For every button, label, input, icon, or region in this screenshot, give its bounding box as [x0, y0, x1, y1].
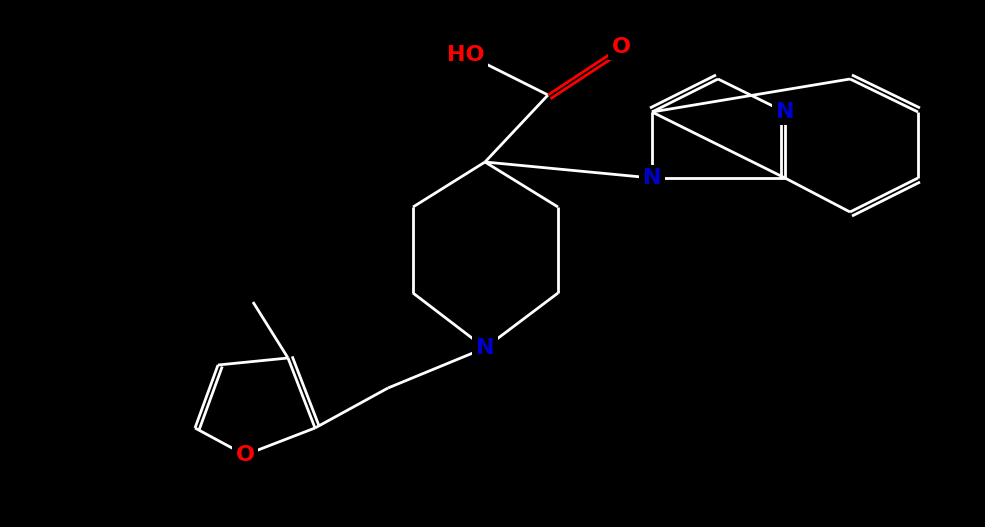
Text: HO: HO [447, 45, 485, 65]
Text: O: O [235, 445, 254, 465]
Text: N: N [643, 168, 661, 188]
Text: O: O [612, 37, 630, 57]
Text: N: N [476, 338, 494, 358]
Text: N: N [776, 102, 794, 122]
